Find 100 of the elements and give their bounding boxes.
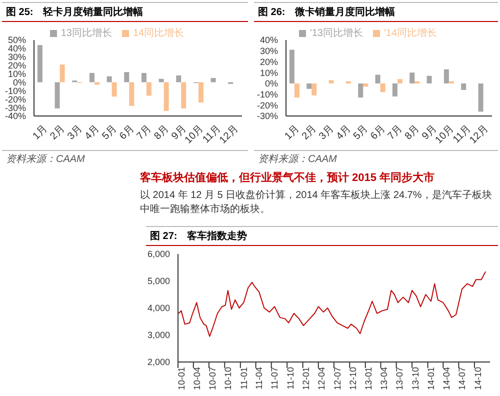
bar	[328, 80, 334, 84]
x-tick-label: 13-04	[379, 367, 390, 390]
x-tick-label: 13-01	[364, 367, 374, 390]
x-tick-label: 14-04	[442, 367, 452, 390]
text: 以 2014 年 12 月 5 日收盘价计算，2014 年客车板块上涨 24.7%，是汽车子板块中唯一跑输整体市场的板块。	[140, 189, 493, 217]
bar	[146, 82, 152, 96]
bar	[375, 74, 380, 84]
bar	[358, 83, 364, 98]
legend-label: '13同比增长	[310, 28, 363, 39]
bar	[176, 75, 182, 82]
x-tick-label: 10-04	[192, 367, 202, 390]
line-series	[178, 271, 486, 337]
y-tick-label: 0%	[264, 78, 278, 89]
text: 客车板块估值偏低，但行业景气不佳，预计 2015 年同步大市	[140, 170, 436, 185]
bar	[94, 82, 100, 85]
bar	[124, 72, 130, 82]
y-tick-label: 0%	[12, 77, 26, 88]
x-tick-label: 2月	[300, 123, 319, 142]
legend-label: 13同比增长	[60, 28, 112, 39]
bar	[478, 83, 484, 112]
bar	[461, 83, 466, 90]
bar	[306, 83, 312, 89]
x-tick-label: 10-07	[207, 367, 218, 390]
x-tick-label: 4月	[334, 123, 354, 142]
bar	[129, 82, 134, 106]
y-tick-label: 10%	[8, 68, 26, 79]
x-tick-label: 10-01	[176, 367, 186, 390]
bar	[181, 82, 186, 108]
bar	[392, 83, 398, 96]
y-tick-label: -30%	[4, 102, 26, 113]
bar	[312, 83, 317, 96]
x-tick-label: 7月	[135, 123, 154, 142]
y-tick-label: -20%	[4, 94, 26, 104]
chart-title: 图 27: 客车指数走势	[146, 227, 498, 246]
y-tick-label: 30%	[8, 52, 26, 62]
x-tick-label: 3月	[317, 123, 336, 142]
y-tick-label: 2,000	[147, 357, 170, 368]
x-tick-label: 11-01	[238, 367, 249, 390]
bar	[89, 72, 94, 82]
x-tick-label: 8月	[152, 123, 172, 142]
bar	[363, 83, 368, 87]
x-tick-label: 1月	[282, 123, 302, 142]
y-tick-label: 20%	[8, 60, 26, 71]
y-tick-label: 6,000	[147, 249, 170, 260]
bar	[210, 78, 216, 82]
bar	[426, 76, 432, 84]
y-tick-label: -10%	[4, 86, 26, 96]
x-tick-label: 5月	[100, 123, 120, 142]
x-tick-label: 12-10	[348, 367, 358, 390]
x-tick-label: 7月	[386, 123, 405, 142]
y-tick-label: 10%	[260, 68, 278, 78]
y-tick-label: -40%	[4, 111, 26, 122]
x-tick-label: 14-01	[426, 367, 436, 390]
bar	[444, 69, 449, 84]
x-tick-label: 11-04	[254, 367, 264, 390]
bar	[198, 82, 204, 102]
x-tick-label: 12-04	[316, 367, 327, 390]
x-tick-label: 10-10	[223, 367, 234, 390]
x-tick-label: 6月	[118, 123, 136, 142]
x-tick-label: 2月	[48, 123, 68, 142]
y-tick-label: 50%	[8, 35, 26, 46]
y-tick-label: 5,000	[147, 276, 170, 286]
bar	[60, 64, 65, 82]
x-tick-label: 12-07	[332, 367, 342, 390]
bar	[289, 50, 294, 84]
bar	[106, 76, 112, 82]
x-tick-label: 11-10	[285, 367, 296, 390]
bar	[164, 82, 169, 111]
x-tick-label: 14-10	[472, 367, 483, 390]
x-tick-label: 11-07	[270, 367, 280, 390]
bar	[294, 83, 300, 98]
bar	[380, 83, 386, 92]
x-tick-label: 12-01	[301, 367, 312, 390]
text: 资料来源：CAAM	[254, 150, 498, 167]
x-tick-label: 14-07	[457, 367, 468, 390]
y-tick-label: 30%	[260, 46, 278, 56]
x-tick-label: 3月	[66, 123, 84, 142]
x-tick-label: 5月	[352, 123, 370, 142]
y-tick-label: -30%	[256, 111, 278, 122]
x-tick-label: 8月	[403, 123, 422, 142]
bar	[54, 82, 60, 108]
y-tick-label: -10%	[256, 89, 278, 100]
chart-title: 图 25: 轻卡月度销量同比增幅	[2, 3, 248, 22]
x-tick-label: 1月	[31, 123, 50, 142]
legend-label: 14同比增长	[133, 28, 184, 39]
x-tick-label: 6月	[368, 123, 388, 142]
y-tick-label: 40%	[260, 35, 278, 46]
y-tick-label: 4,000	[147, 303, 170, 314]
x-tick-label: 4月	[83, 123, 102, 142]
bar	[397, 79, 402, 84]
bar	[112, 82, 117, 97]
bar	[141, 72, 146, 82]
chart-title: 图 26: 微卡销量月度同比增幅	[254, 3, 498, 22]
y-tick-label: 40%	[8, 44, 26, 54]
y-tick-label: -20%	[256, 100, 278, 110]
bar	[410, 72, 415, 84]
bar	[37, 45, 42, 82]
x-tick-label: 13-10	[410, 367, 420, 390]
y-tick-label: 20%	[260, 56, 278, 67]
x-tick-label: 13-07	[394, 367, 405, 390]
